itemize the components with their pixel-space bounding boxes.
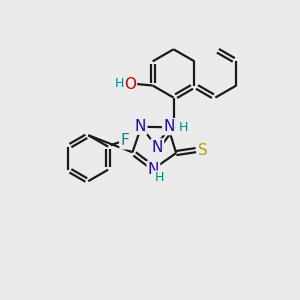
Text: N: N (163, 119, 175, 134)
Text: H: H (178, 122, 188, 134)
Text: H: H (154, 172, 164, 184)
Text: F: F (121, 133, 129, 148)
Text: O: O (124, 76, 136, 92)
Text: N: N (152, 140, 163, 154)
Text: N: N (135, 119, 146, 134)
Text: S: S (198, 142, 208, 158)
Text: H: H (114, 77, 124, 90)
Text: N: N (148, 162, 159, 177)
